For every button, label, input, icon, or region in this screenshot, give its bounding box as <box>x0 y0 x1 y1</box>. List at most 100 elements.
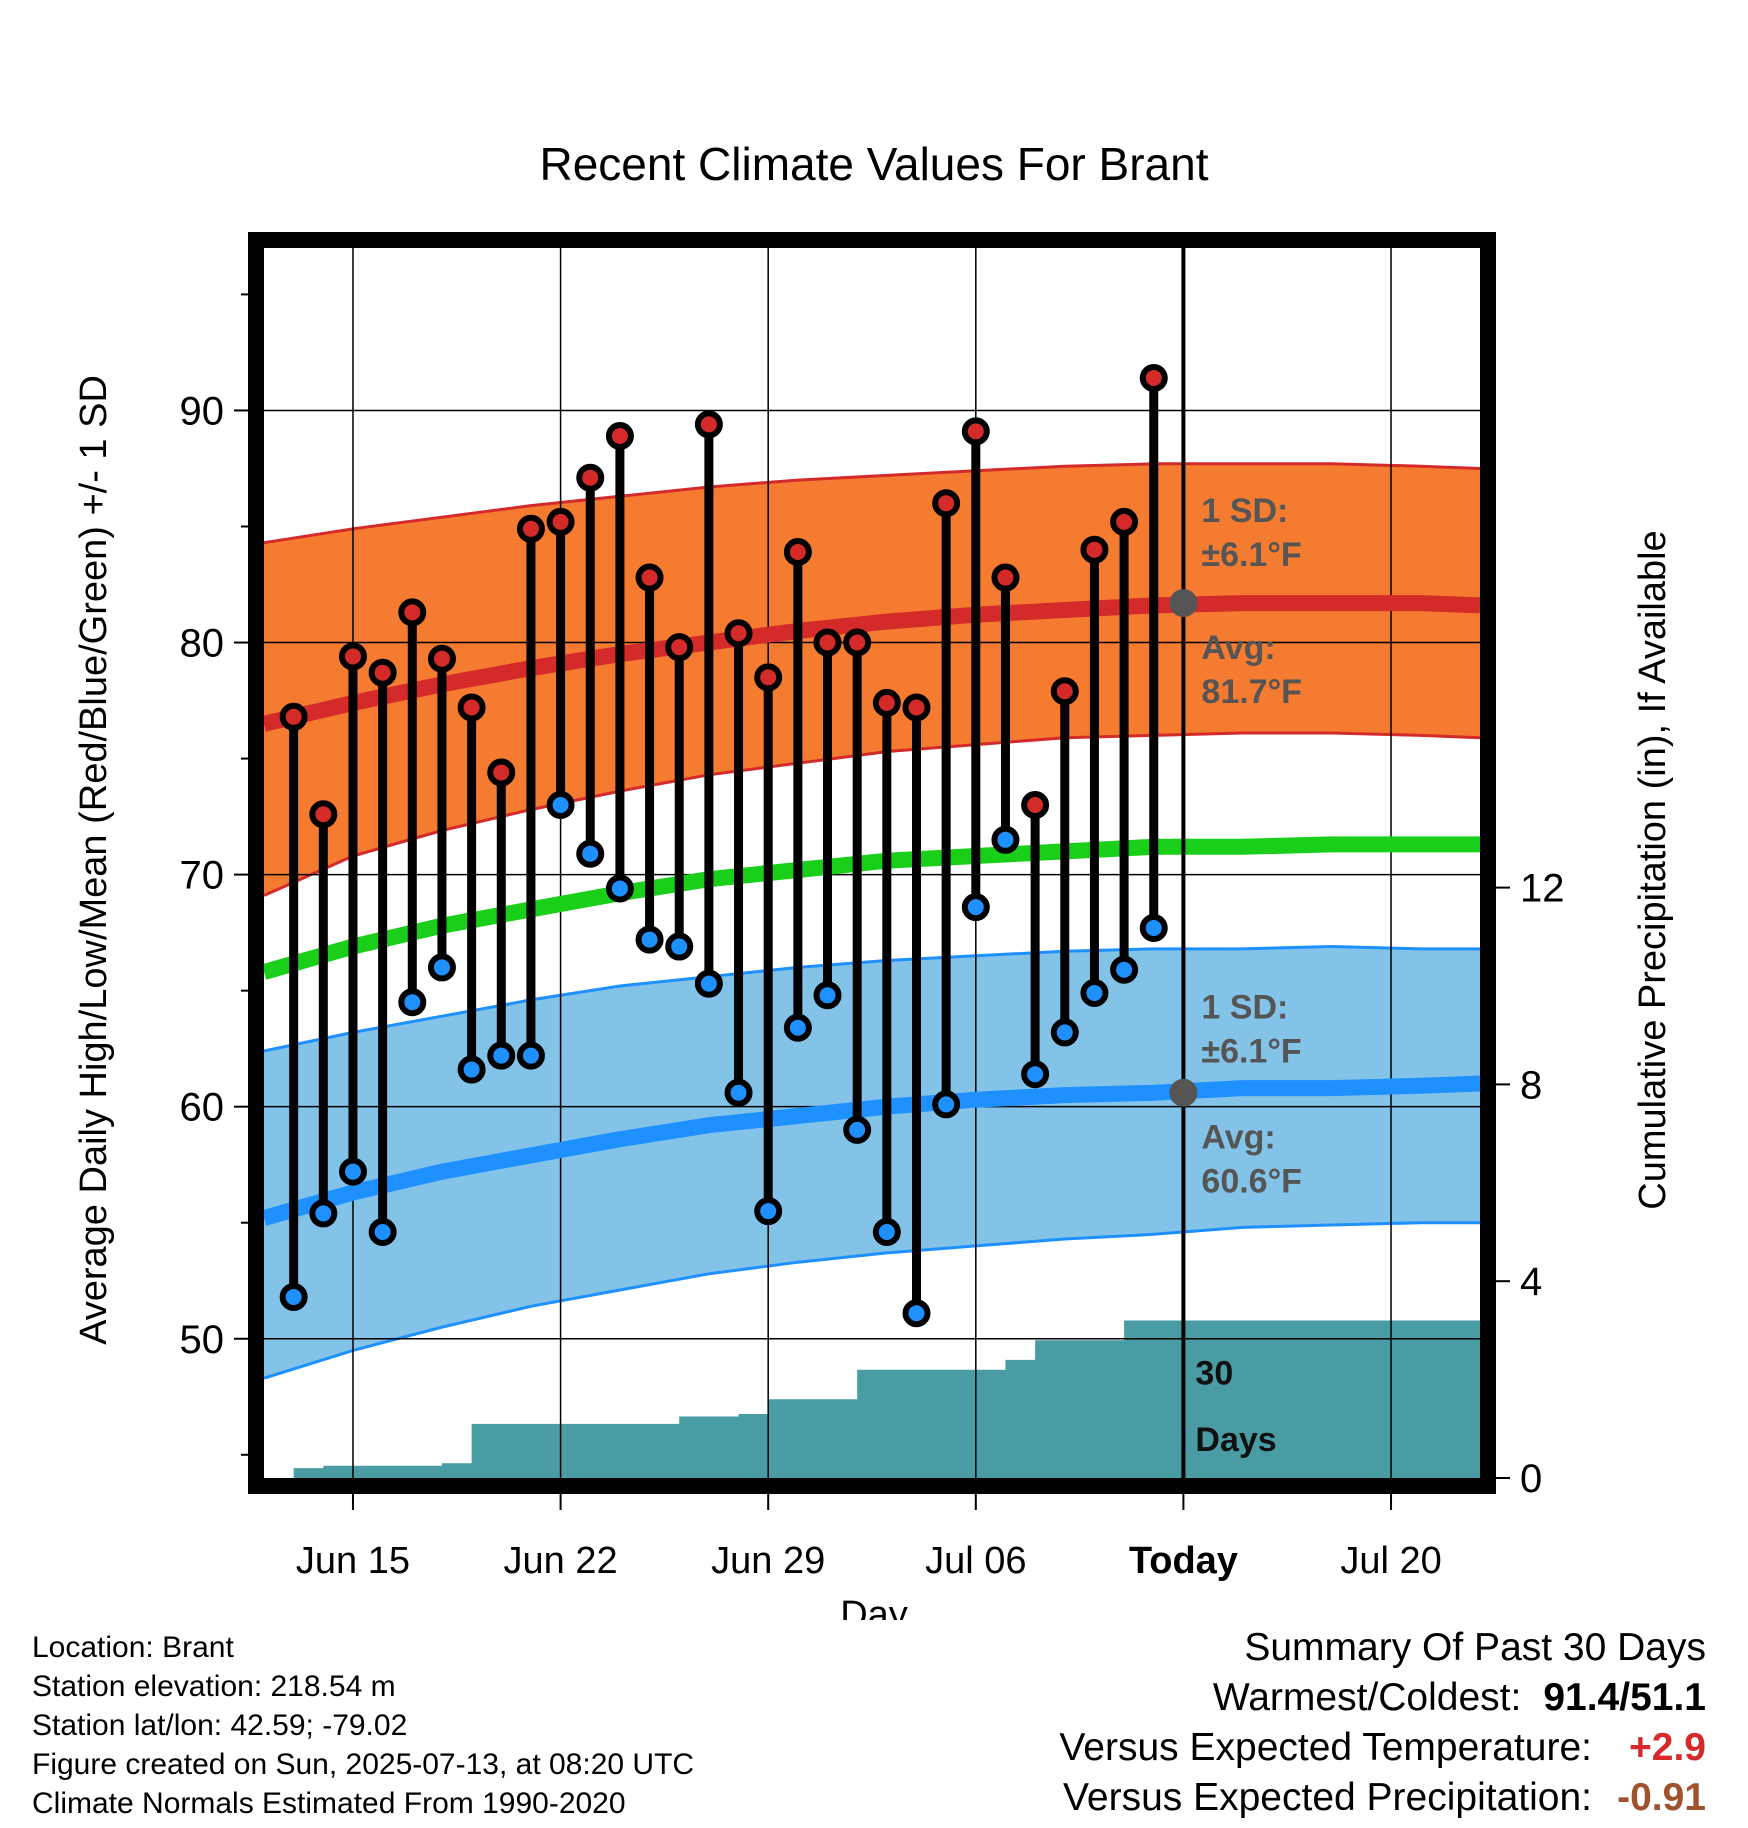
observed-high-point <box>1021 790 1050 819</box>
observed-low-point <box>546 790 575 819</box>
y-right-tick-label: 4 <box>1520 1260 1542 1304</box>
y-right-tick-label: 8 <box>1520 1063 1542 1107</box>
observed-high-point <box>902 693 931 722</box>
observed-high-point <box>487 758 516 787</box>
observed-high-point <box>368 658 397 687</box>
observed-high-point <box>932 489 961 518</box>
observed-low-point <box>368 1218 397 1246</box>
high-sd-upper-edge <box>263 462 1481 545</box>
x-tick-label: Jul 06 <box>925 1540 1026 1582</box>
low-sd-annotation: 1 SD: <box>1201 988 1288 1026</box>
precip-days-annotation: 30 <box>1195 1355 1233 1393</box>
observed-high-point <box>724 619 753 648</box>
observed-high-point <box>665 633 694 662</box>
precip-days-label-annotation: Days <box>1195 1421 1276 1459</box>
y-left-tick-label: 60 <box>180 1086 225 1130</box>
y-right-tick-label: 12 <box>1520 867 1565 911</box>
observed-low-point <box>902 1299 931 1328</box>
observed-low-point <box>932 1090 961 1119</box>
observed-low-point <box>694 969 723 998</box>
high-sd-value-annotation: ±6.1°F <box>1201 536 1301 574</box>
observed-low-point <box>665 932 694 961</box>
observed-high-point <box>457 693 486 722</box>
observed-low-point <box>991 825 1020 854</box>
observed-low-point <box>427 953 456 982</box>
plot-frame <box>248 232 1496 1494</box>
observed-low-point <box>279 1282 308 1311</box>
x-tick-label: Jun 22 <box>504 1540 618 1582</box>
high-avg-value-annotation: 81.7°F <box>1201 673 1302 711</box>
low-avg-annotation: Avg: <box>1201 1118 1275 1156</box>
normals-text: Climate Normals Estimated From 1990-2020 <box>32 1787 626 1820</box>
observed-high-point <box>1080 535 1109 564</box>
observed-low-point <box>754 1197 783 1226</box>
summary-title: Summary Of Past 30 Days <box>1244 1626 1706 1669</box>
plot-area: 1 SD: ±6.1°F Avg: 81.7°F 1 SD: ±6.1°F Avg: 60.6… <box>261 248 1481 1478</box>
observed-high-point <box>872 688 901 717</box>
observed-high-point <box>694 410 723 439</box>
low-avg-value-annotation: 60.6°F <box>1201 1163 1302 1201</box>
y-right-tick-label: 0 <box>1520 1457 1542 1501</box>
observed-high-point <box>961 417 990 446</box>
observed-low-point <box>457 1055 486 1084</box>
location-text: Location: Brant <box>32 1631 234 1664</box>
precip-value: -0.91 <box>1617 1776 1706 1819</box>
y-left-tick-label: 50 <box>180 1318 225 1362</box>
observed-low-point <box>1139 913 1168 942</box>
observed-high-point <box>991 563 1020 592</box>
observed-high-point <box>516 514 545 543</box>
observed-high-point <box>546 507 575 536</box>
observed-low-point <box>338 1157 367 1186</box>
x-tick-label-today: Today <box>1129 1540 1238 1582</box>
observed-high-point <box>576 463 605 492</box>
y-axis-right-label: Cumulative Precipitation (in), If Availa… <box>1632 530 1674 1209</box>
observed-high-point <box>398 598 427 627</box>
observed-high-point <box>279 702 308 731</box>
observed-high-point <box>1110 507 1139 536</box>
observed-low-point <box>783 1013 812 1042</box>
high-avg-annotation: Avg: <box>1201 629 1275 667</box>
climate-chart: Recent Climate Values For Brant 1 SD: ±6.… <box>73 138 1674 1620</box>
high-normal-line <box>262 595 1481 732</box>
observed-high-point <box>605 421 634 450</box>
y-axis-left-label: Average Daily High/Low/Mean (Red/Blue/Gr… <box>73 375 115 1345</box>
observed-low-point <box>1050 1018 1079 1047</box>
y-left-tick-label: 80 <box>180 622 225 666</box>
warm-cold-value: 91.4/51.1 <box>1543 1676 1706 1719</box>
observed-low-point <box>487 1041 516 1070</box>
observed-high-point <box>427 644 456 673</box>
observed-high-point <box>1139 363 1168 392</box>
high-sd-annotation: 1 SD: <box>1201 492 1288 530</box>
x-tick-label: Jun 29 <box>711 1540 825 1582</box>
observed-high-point <box>813 628 842 657</box>
high-sd-band <box>264 463 1480 896</box>
observed-low-point <box>1110 955 1139 984</box>
observed-low-point <box>605 874 634 903</box>
observed-low-point <box>813 981 842 1010</box>
latlon-text: Station lat/lon: 42.59; -79.02 <box>32 1709 408 1742</box>
observed-low-point <box>516 1041 545 1070</box>
temp-value: +2.9 <box>1629 1726 1706 1769</box>
axes: 50 60 70 80 90 0 4 8 12 Jun 15 Jun 22 Jun 29 Jul 06 T… <box>180 232 1565 1582</box>
summary-precip-row: Versus Expected Precipitation: -0.91 <box>1063 1776 1706 1820</box>
observed-low-point <box>843 1115 872 1144</box>
temp-label: Versus Expected Temperature: <box>1059 1726 1592 1769</box>
y-left-tick-label: 70 <box>180 854 225 898</box>
low-sd-band <box>264 946 1480 1379</box>
x-tick-label: Jun 15 <box>296 1540 410 1582</box>
observed-low-point <box>635 925 664 954</box>
observed-low-point <box>872 1218 901 1246</box>
x-axis-label: Day <box>840 1594 908 1620</box>
station-info: Location: Brant Station elevation: 218.5… <box>32 1628 694 1823</box>
precip-label: Versus Expected Precipitation: <box>1063 1776 1592 1819</box>
summary-temp-row: Versus Expected Temperature: +2.9 <box>1059 1726 1706 1770</box>
chart-title: Recent Climate Values For Brant <box>540 138 1209 190</box>
created-text: Figure created on Sun, 2025-07-13, at 08… <box>32 1748 695 1781</box>
observed-high-point <box>1050 677 1079 706</box>
warm-cold-label: Warmest/Coldest: <box>1212 1676 1522 1719</box>
observed-low-point <box>309 1199 338 1228</box>
observed-low-point <box>398 988 427 1017</box>
observed-high-point <box>783 538 812 567</box>
today-high-avg-marker <box>1169 589 1198 618</box>
observed-high-point <box>843 628 872 657</box>
